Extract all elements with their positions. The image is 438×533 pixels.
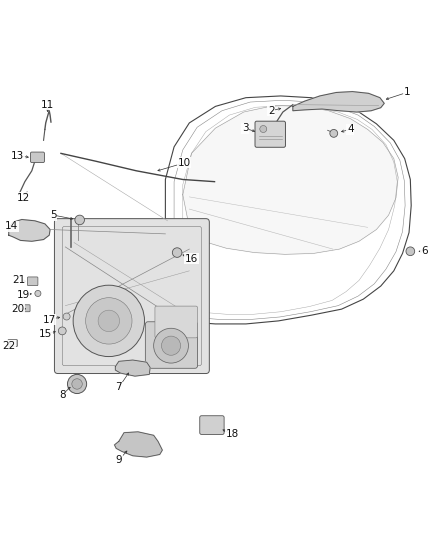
- Circle shape: [72, 379, 82, 389]
- Text: 16: 16: [185, 254, 198, 264]
- Circle shape: [75, 215, 85, 225]
- Circle shape: [172, 248, 182, 257]
- Text: 5: 5: [50, 210, 57, 220]
- Circle shape: [58, 327, 66, 335]
- Text: 8: 8: [59, 390, 66, 400]
- Text: 14: 14: [5, 222, 18, 231]
- Text: 18: 18: [225, 429, 239, 439]
- FancyBboxPatch shape: [8, 340, 18, 346]
- Polygon shape: [183, 106, 398, 254]
- Circle shape: [162, 336, 180, 356]
- Circle shape: [406, 247, 415, 256]
- Text: 11: 11: [41, 100, 55, 110]
- Circle shape: [63, 313, 70, 320]
- Circle shape: [35, 290, 41, 296]
- Text: 20: 20: [11, 304, 24, 314]
- Circle shape: [98, 310, 120, 332]
- Polygon shape: [115, 360, 150, 376]
- FancyBboxPatch shape: [200, 416, 224, 434]
- FancyBboxPatch shape: [31, 152, 44, 163]
- Text: 2: 2: [268, 106, 275, 116]
- Text: 6: 6: [421, 246, 427, 256]
- Polygon shape: [9, 220, 50, 241]
- Circle shape: [73, 285, 145, 357]
- FancyBboxPatch shape: [20, 305, 30, 312]
- Polygon shape: [114, 432, 162, 457]
- FancyBboxPatch shape: [155, 306, 198, 338]
- Text: 17: 17: [42, 314, 56, 325]
- FancyBboxPatch shape: [145, 322, 198, 368]
- Circle shape: [260, 126, 267, 133]
- Text: 9: 9: [116, 455, 122, 465]
- Circle shape: [86, 298, 132, 344]
- Polygon shape: [293, 92, 384, 112]
- Text: 15: 15: [39, 329, 53, 339]
- FancyBboxPatch shape: [28, 277, 38, 286]
- FancyBboxPatch shape: [255, 121, 286, 147]
- Text: 3: 3: [242, 123, 248, 133]
- Text: 21: 21: [12, 276, 25, 286]
- Text: 4: 4: [347, 124, 353, 134]
- Text: 19: 19: [17, 290, 30, 300]
- Text: 13: 13: [11, 150, 24, 160]
- Circle shape: [67, 374, 87, 393]
- Text: 22: 22: [2, 341, 15, 351]
- Text: 10: 10: [177, 158, 191, 168]
- Circle shape: [330, 130, 338, 138]
- Text: 12: 12: [17, 193, 30, 203]
- Text: 1: 1: [403, 87, 410, 98]
- FancyBboxPatch shape: [54, 219, 209, 374]
- Text: 7: 7: [116, 383, 122, 392]
- Circle shape: [154, 328, 188, 363]
